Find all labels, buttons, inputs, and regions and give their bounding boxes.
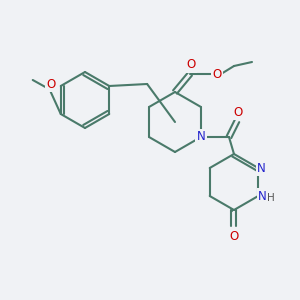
Text: O: O	[233, 106, 243, 118]
Text: O: O	[212, 68, 222, 80]
Text: O: O	[230, 230, 238, 242]
Text: O: O	[46, 77, 56, 91]
Text: N: N	[257, 161, 266, 175]
Text: N: N	[196, 130, 206, 143]
Text: N: N	[258, 190, 267, 202]
Text: O: O	[186, 58, 196, 71]
Text: H: H	[267, 193, 275, 203]
